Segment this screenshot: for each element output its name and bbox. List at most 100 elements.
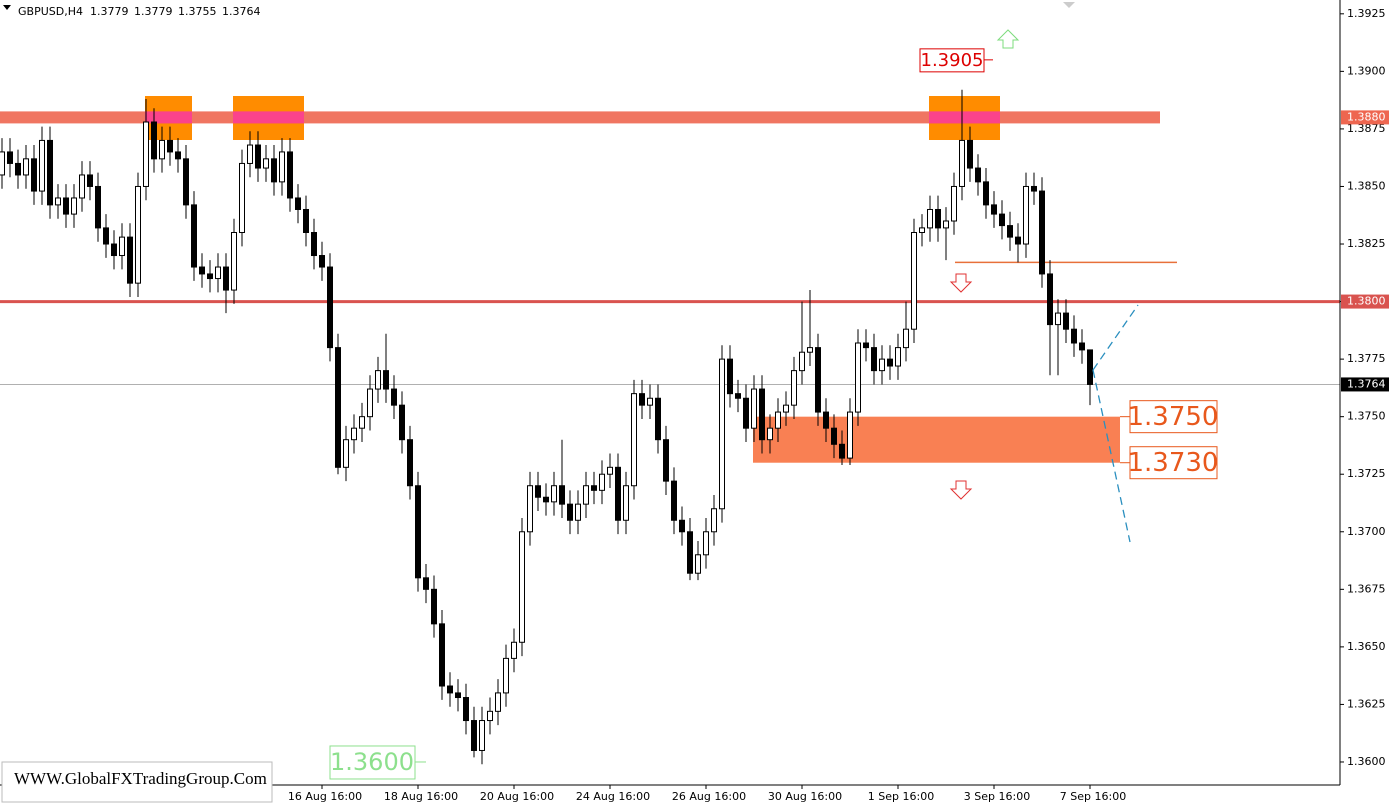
down-arrow — [949, 273, 973, 293]
y-tick-label: 1.3900 — [1347, 64, 1386, 77]
zone-bottom-box — [1129, 446, 1218, 480]
candle-body — [967, 139, 973, 169]
candle-body — [487, 710, 493, 722]
candle-body — [679, 519, 685, 533]
candle-body — [727, 358, 733, 395]
y-tick-label: 1.3625 — [1347, 697, 1386, 710]
candle-body — [23, 158, 29, 176]
candle-body — [415, 485, 421, 579]
candle-body — [223, 266, 229, 291]
candle-body — [359, 416, 365, 429]
candle-body — [271, 158, 277, 183]
candle-body — [911, 232, 917, 330]
candle-body — [671, 480, 677, 521]
up-arrow — [996, 29, 1020, 49]
candle-body — [943, 220, 949, 229]
candle-body — [1023, 185, 1029, 245]
candle-body — [767, 427, 773, 441]
candle-body — [743, 397, 749, 429]
overlap-box — [929, 111, 1000, 124]
candle-body — [655, 397, 661, 441]
candle-body — [87, 174, 93, 187]
candle-body — [183, 158, 189, 206]
candle-body — [551, 485, 557, 503]
candle-body — [247, 144, 253, 164]
candle-body — [151, 121, 157, 160]
candle-body — [903, 328, 909, 349]
forecast-line — [1092, 304, 1139, 371]
candle-body — [559, 485, 565, 505]
candle-body — [1071, 328, 1077, 344]
candle-body — [615, 466, 621, 521]
candle-body — [127, 236, 133, 284]
candle-body — [95, 185, 101, 229]
candle-body — [479, 720, 485, 751]
candle-body — [719, 358, 725, 510]
candle-body — [751, 388, 757, 429]
candle-body — [463, 697, 469, 722]
candle-body — [399, 404, 405, 441]
forecast-line — [1092, 369, 1131, 543]
candle-body — [799, 351, 805, 372]
candle-body — [215, 266, 221, 280]
price-label: 1.3800 — [1347, 295, 1386, 308]
candle-body — [847, 411, 853, 459]
price-label-box — [1341, 377, 1389, 392]
x-tick-label: 1 Sep 16:00 — [868, 790, 934, 803]
y-tick-label: 1.3775 — [1347, 352, 1386, 365]
candle-body — [919, 227, 925, 234]
candle-body — [687, 531, 693, 574]
candle-body — [951, 185, 957, 222]
y-tick-label: 1.3925 — [1347, 7, 1386, 20]
candle-body — [495, 692, 501, 712]
candle-body — [143, 121, 149, 187]
candle-body — [1055, 312, 1061, 326]
candle-body — [279, 151, 285, 183]
candle-body — [631, 393, 637, 487]
candle-body — [511, 641, 517, 659]
candle-body — [311, 232, 317, 257]
candle-body — [199, 266, 205, 275]
candle-body — [351, 427, 357, 441]
candle-body — [15, 162, 21, 176]
candle-body — [975, 167, 981, 183]
candle-body — [175, 151, 181, 160]
candle-body — [839, 443, 845, 459]
x-tick-label: 20 Aug 16:00 — [480, 790, 554, 803]
candle-body — [575, 503, 581, 521]
candle-body — [255, 144, 261, 169]
candle-body — [607, 466, 613, 475]
candle-body — [239, 162, 245, 234]
candle-body — [1015, 236, 1021, 245]
y-tick-label: 1.3675 — [1347, 582, 1386, 595]
candle-body — [831, 427, 837, 445]
x-tick-label: 30 Aug 16:00 — [768, 790, 842, 803]
candle-body — [1039, 190, 1045, 275]
candle-body — [503, 657, 509, 694]
x-tick-label: 18 Aug 16:00 — [384, 790, 458, 803]
candle-body — [207, 273, 213, 280]
price-label: 1.3880 — [1347, 110, 1386, 123]
y-tick-label: 1.3700 — [1347, 525, 1386, 538]
zone-bottom-label: 1.3730 — [1128, 448, 1219, 478]
candle-body — [895, 347, 901, 367]
overlap-box — [233, 111, 304, 124]
high-marker-box — [919, 48, 985, 73]
candle-body — [327, 266, 333, 349]
candle-body — [119, 236, 125, 257]
header-open: 1.3779 — [90, 5, 129, 18]
candle-body — [295, 197, 301, 210]
candle-body — [991, 204, 997, 215]
candle-body — [263, 158, 269, 169]
candle-body — [815, 347, 821, 413]
candle-body — [623, 485, 629, 521]
candle-body — [567, 503, 573, 521]
support-zone — [753, 416, 1120, 463]
header-high: 1.3779 — [134, 5, 173, 18]
zone-top-box — [1129, 400, 1218, 434]
candle-body — [927, 208, 933, 229]
candle-body — [711, 508, 717, 533]
candle-body — [423, 577, 429, 590]
y-tick-label: 1.3750 — [1347, 410, 1386, 423]
